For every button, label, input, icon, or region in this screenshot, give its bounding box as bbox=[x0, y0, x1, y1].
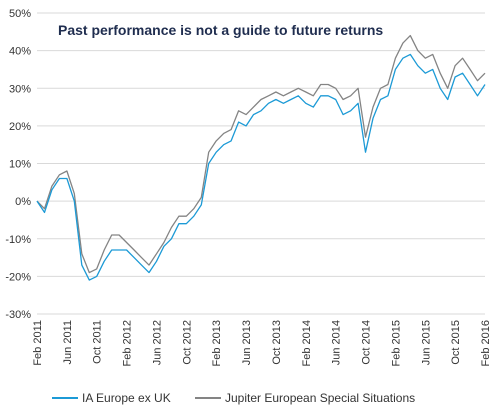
x-tick-label: Feb 2016 bbox=[480, 320, 492, 366]
x-tick-label: Jun 2014 bbox=[331, 320, 343, 365]
x-tick-label: Oct 2013 bbox=[271, 320, 283, 365]
legend-label: IA Europe ex UK bbox=[82, 391, 171, 405]
x-tick-label: Jun 2011 bbox=[62, 320, 74, 364]
x-tick-label: Oct 2015 bbox=[450, 320, 462, 365]
chart-title: Past performance is not a guide to futur… bbox=[58, 22, 383, 38]
y-tick-label: 10% bbox=[9, 159, 31, 171]
y-tick-label: 30% bbox=[9, 83, 31, 95]
x-tick-label: Feb 2013 bbox=[211, 320, 223, 366]
x-tick-label: Jun 2013 bbox=[241, 320, 253, 365]
y-tick-label: 20% bbox=[9, 121, 31, 133]
x-tick-label: Oct 2012 bbox=[181, 320, 193, 365]
x-tick-label: Oct 2014 bbox=[361, 320, 373, 365]
x-tick-label: Oct 2011 bbox=[92, 320, 104, 364]
x-tick-label: Feb 2014 bbox=[301, 320, 313, 366]
y-tick-label: 40% bbox=[9, 46, 31, 58]
gridlines bbox=[37, 12, 485, 315]
x-axis-tick-labels: Feb 2011 Jun 2011 Oct 2011 Feb 2012 Jun 2012… bbox=[32, 320, 492, 366]
series-line-jupiter-european-special-situations bbox=[36, 34, 486, 274]
y-tick-label: -10% bbox=[5, 234, 31, 246]
x-tick-label: Jun 2015 bbox=[420, 320, 432, 365]
legend-label: Jupiter European Special Situations bbox=[225, 391, 415, 405]
x-tick-label: Jun 2012 bbox=[151, 320, 163, 365]
y-tick-label: 50% bbox=[9, 8, 31, 20]
legend: IA Europe ex UK Jupiter European Special … bbox=[52, 391, 415, 405]
y-tick-label: 0% bbox=[15, 196, 31, 208]
y-tick-label: -30% bbox=[5, 309, 31, 321]
y-tick-label: -20% bbox=[5, 271, 31, 283]
series-line-ia-europe-ex-uk bbox=[36, 53, 486, 281]
x-tick-label: Feb 2015 bbox=[390, 320, 402, 366]
series-lines bbox=[36, 34, 486, 281]
x-tick-label: Feb 2011 bbox=[32, 320, 44, 366]
x-tick-label: Feb 2012 bbox=[122, 320, 134, 366]
y-axis-tick-labels: -30% -20% -10% 0% 10% 20% 30% 40% 50% bbox=[5, 8, 31, 321]
